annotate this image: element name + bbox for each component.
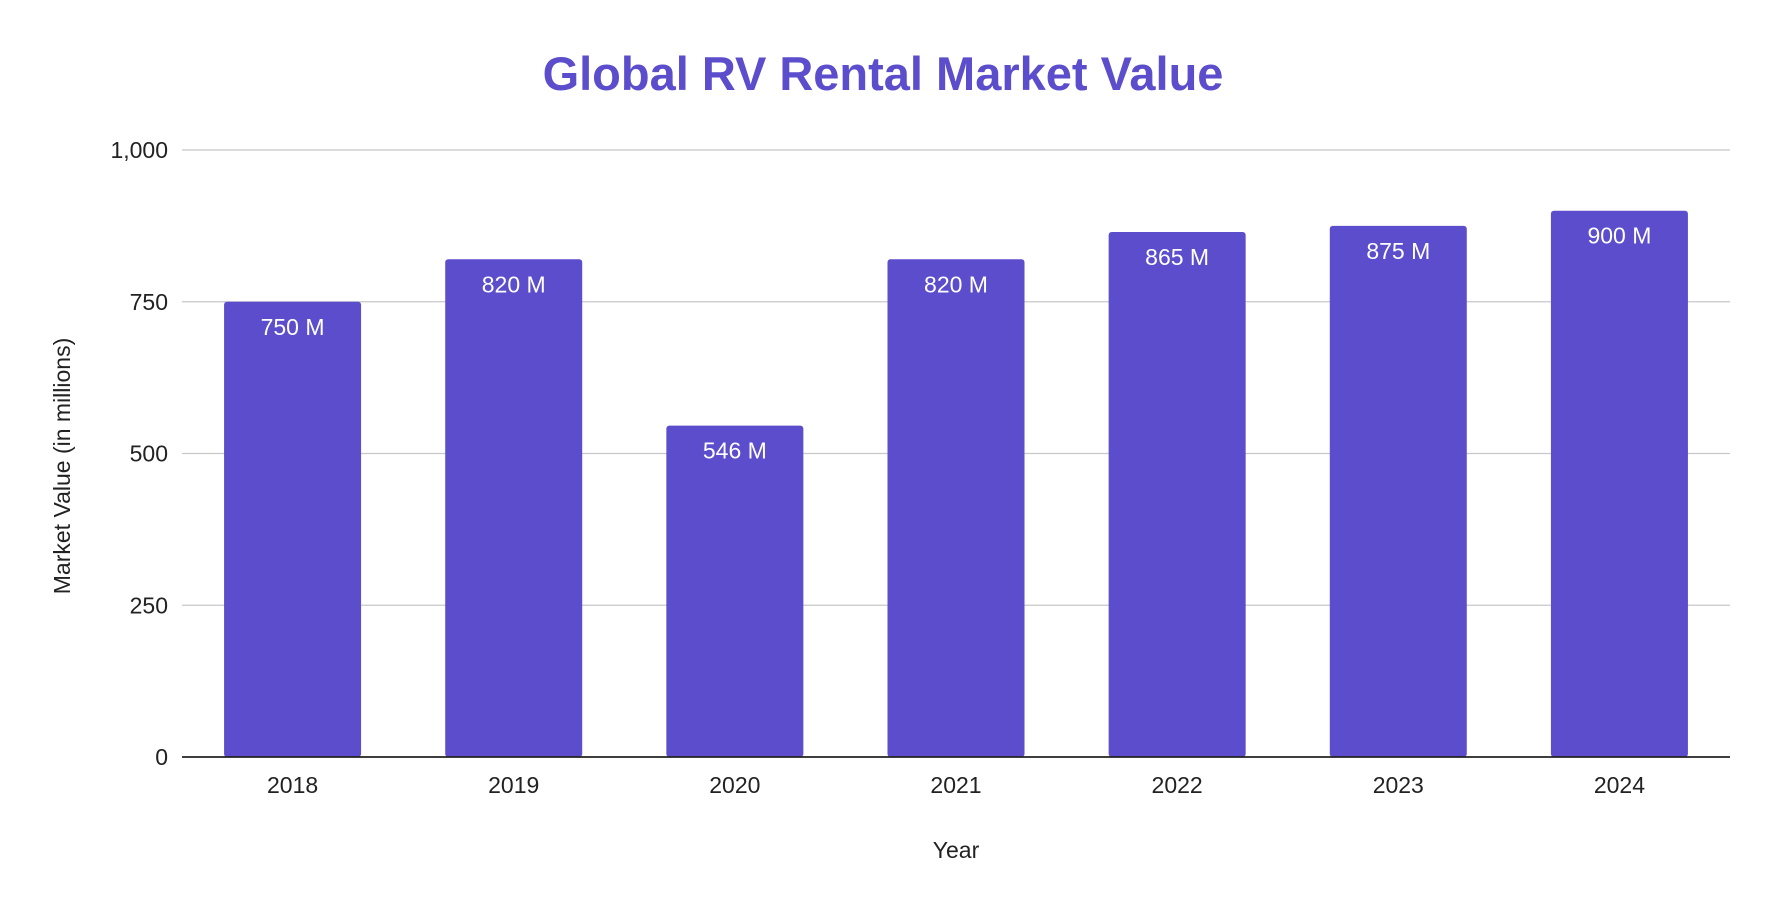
x-tick-label: 2024 bbox=[1594, 772, 1645, 798]
x-tick-label: 2018 bbox=[267, 772, 318, 798]
bar-data-label: 750 M bbox=[261, 314, 325, 340]
bar-2021 bbox=[887, 259, 1025, 757]
bar-data-label: 546 M bbox=[703, 438, 767, 464]
x-tick-label: 2019 bbox=[488, 772, 539, 798]
chart-title: Global RV Rental Market Value bbox=[543, 47, 1224, 100]
bar-2020 bbox=[666, 425, 804, 757]
bar-data-label: 820 M bbox=[924, 271, 988, 297]
bar-data-label: 820 M bbox=[482, 271, 546, 297]
y-tick-label: 0 bbox=[155, 744, 168, 770]
x-axis-ticks: 2018 2019 2020 2021 2022 2023 2024 bbox=[267, 772, 1645, 798]
bar-data-label: 865 M bbox=[1145, 244, 1209, 270]
y-tick-label: 500 bbox=[130, 441, 168, 467]
x-tick-label: 2020 bbox=[709, 772, 760, 798]
y-tick-label: 1,000 bbox=[110, 137, 168, 163]
bar-2018 bbox=[224, 301, 362, 757]
bar-data-labels: 750 M 820 M 546 M 820 M 865 M 875 M 900 M bbox=[261, 223, 1652, 464]
bar-2019 bbox=[445, 259, 583, 757]
y-tick-label: 750 bbox=[130, 289, 168, 315]
bar-2022 bbox=[1108, 231, 1246, 757]
x-tick-label: 2021 bbox=[930, 772, 981, 798]
bar-data-label: 875 M bbox=[1366, 238, 1430, 264]
bar-2023 bbox=[1329, 225, 1467, 757]
bars bbox=[224, 210, 1688, 757]
x-axis-title: Year bbox=[933, 837, 980, 863]
bar-2024 bbox=[1550, 210, 1688, 757]
y-axis-title: Market Value (in millions) bbox=[49, 338, 75, 594]
y-axis-ticks: 0 250 500 750 1,000 bbox=[110, 137, 168, 770]
bar-data-label: 900 M bbox=[1587, 223, 1651, 249]
x-tick-label: 2022 bbox=[1152, 772, 1203, 798]
x-tick-label: 2023 bbox=[1373, 772, 1424, 798]
y-tick-label: 250 bbox=[130, 592, 168, 618]
